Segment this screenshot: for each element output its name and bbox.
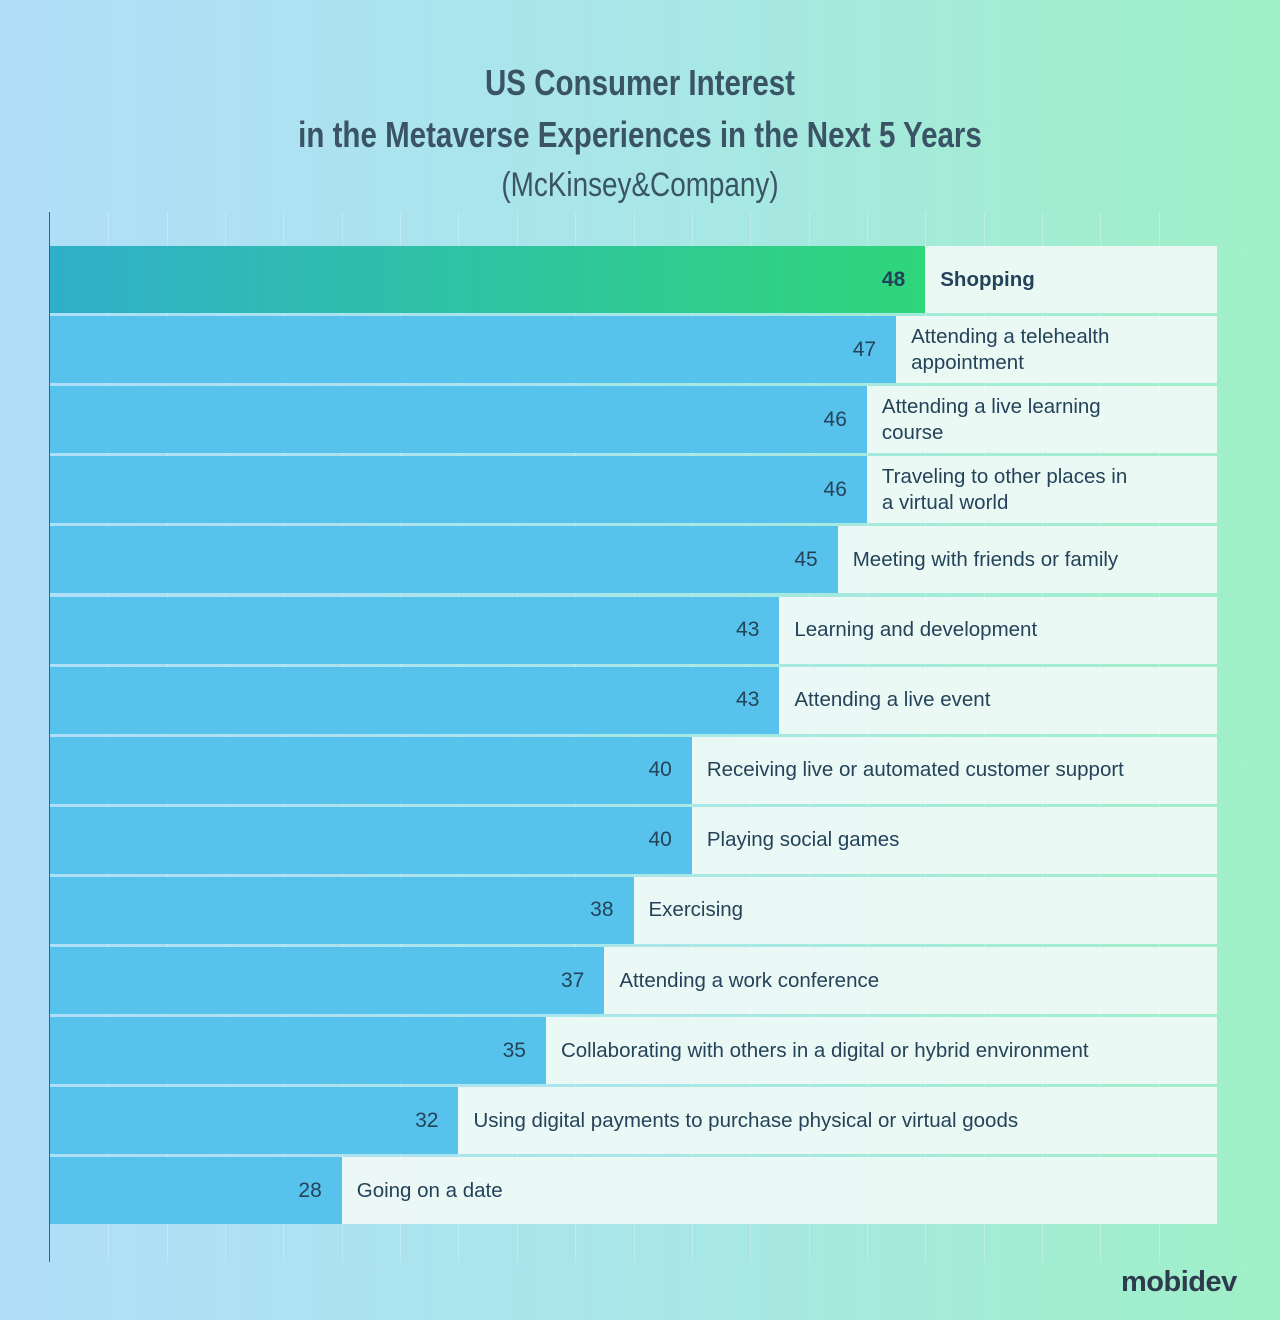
- data-label: 28: [298, 1178, 322, 1202]
- bar-row: 40 Receiving live or automated customer s…: [50, 736, 1217, 804]
- category-panel: Shopping: [925, 246, 1217, 313]
- bar: [50, 526, 838, 594]
- bar-row: 35 Collaborating with others in a digital…: [50, 1017, 1217, 1085]
- data-label: 47: [852, 337, 877, 361]
- data-label: 35: [502, 1038, 526, 1062]
- category-panel: Learning and development: [779, 596, 1217, 664]
- data-label: 40: [648, 758, 672, 782]
- category-panel: Going on a date: [341, 1157, 1217, 1225]
- chart-subtitle: (McKinsey&Company): [501, 166, 779, 204]
- category-label: Attending a live event: [794, 688, 991, 712]
- bar: [50, 736, 692, 804]
- data-label: 48: [881, 267, 906, 291]
- category-panel: Exercising: [633, 876, 1217, 944]
- bar: [50, 1157, 342, 1225]
- data-label: 43: [736, 618, 760, 641]
- chart-title: US Consumer Interest: [484, 62, 796, 103]
- bar-row: 45 Meeting with friends or family: [50, 526, 1217, 594]
- data-label: 43: [736, 688, 760, 712]
- category-label: Attending a work conference: [619, 968, 880, 992]
- bar: [50, 596, 780, 664]
- mobidev-logo: mobidev: [1121, 1266, 1237, 1298]
- bar: [50, 1017, 546, 1085]
- bar-row: 28 Going on a date: [50, 1157, 1217, 1225]
- bar-row: 47 Attending a telehealth appointment: [50, 316, 1217, 384]
- bar-row: 43 Learning and development: [50, 596, 1217, 664]
- bar-row: 37 Attending a work conference: [50, 947, 1217, 1014]
- category-panel: Attending a work conference: [604, 947, 1217, 1014]
- category-label: Exercising: [648, 898, 744, 922]
- bar: [50, 386, 867, 454]
- bar: [50, 1087, 459, 1155]
- bar: [50, 876, 634, 944]
- bar: [50, 316, 897, 384]
- category-panel: Meeting with friends or family: [837, 526, 1217, 594]
- data-label: 46: [823, 407, 847, 431]
- bar-row: 43 Attending a live event: [50, 666, 1217, 734]
- chart-title-line2: in the Metaverse Experiences in the Next…: [298, 114, 982, 155]
- data-label: 32: [415, 1108, 439, 1132]
- bar-row: 46 Attending a live learning course: [50, 386, 1217, 454]
- bar: [50, 456, 867, 524]
- category-label: Using digital payments to purchase physi…: [473, 1108, 1019, 1132]
- category-label: Meeting with friends or family: [852, 547, 1119, 571]
- category-label: Going on a date: [356, 1178, 503, 1202]
- bar-row: 40 Playing social games: [50, 806, 1217, 874]
- category-label: Shopping: [940, 267, 1035, 291]
- category-panel: Attending a live learning course: [866, 386, 1217, 454]
- category-panel: Collaborating with others in a digital o…: [545, 1017, 1217, 1085]
- bar: [50, 666, 780, 734]
- category-label: Learning and development: [794, 618, 1038, 641]
- category-panel: Using digital payments to purchase physi…: [458, 1087, 1217, 1155]
- category-panel: Attending a live event: [779, 666, 1217, 734]
- bar: [50, 246, 926, 313]
- data-label: 38: [590, 898, 614, 922]
- data-label: 45: [794, 547, 818, 571]
- data-label: 46: [823, 477, 847, 501]
- bar-row: 46 Traveling to other places in a virtual…: [50, 456, 1217, 524]
- category-panel: Traveling to other places in a virtual w…: [866, 456, 1217, 524]
- y-axis-line: [49, 212, 50, 1262]
- bar: [50, 947, 605, 1014]
- bar-row: 38 Exercising: [50, 876, 1217, 944]
- category-panel: Receiving live or automated customer sup…: [691, 736, 1217, 804]
- category-panel: Attending a telehealth appointment: [896, 316, 1217, 384]
- bar-row: 32 Using digital payments to purchase phy…: [50, 1087, 1217, 1155]
- bar: [50, 806, 692, 874]
- data-label: 37: [560, 968, 585, 992]
- category-label: Collaborating with others in a digital o…: [560, 1038, 1089, 1062]
- category-label: Traveling to other places in a virtual w…: [881, 464, 1128, 514]
- category-label: Attending a telehealth appointment: [911, 324, 1110, 374]
- category-label: Attending a live learning course: [881, 394, 1101, 444]
- data-label: 40: [648, 828, 672, 852]
- category-label: Playing social games: [706, 828, 900, 852]
- bar-row: 48 Shopping: [50, 246, 1217, 313]
- category-panel: Playing social games: [691, 806, 1217, 874]
- category-label: Receiving live or automated customer sup…: [706, 758, 1124, 782]
